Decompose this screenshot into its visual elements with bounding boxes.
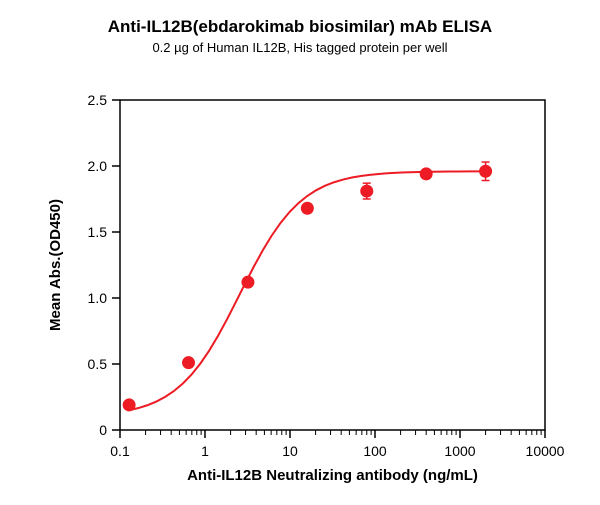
y-tick-label: 0 [99,422,107,438]
data-point [480,165,492,177]
y-tick-label: 0.5 [88,356,108,372]
chart-title: Anti-IL12B(ebdarokimab biosimilar) mAb E… [108,17,492,36]
y-tick-label: 1.5 [88,224,108,240]
y-tick-label: 2.5 [88,92,108,108]
data-point [242,276,254,288]
chart-container: Anti-IL12B(ebdarokimab biosimilar) mAb E… [0,0,600,505]
x-tick-label: 1 [201,443,209,459]
data-point [183,357,195,369]
x-tick-label: 100 [363,443,387,459]
data-point [420,168,432,180]
y-tick-label: 2.0 [88,158,108,174]
data-point [361,185,373,197]
elisa-chart: Anti-IL12B(ebdarokimab biosimilar) mAb E… [0,0,600,505]
x-axis-label: Anti-IL12B Neutralizing antibody (ng/mL) [187,467,478,484]
x-tick-label: 0.1 [110,443,130,459]
chart-subtitle: 0.2 µg of Human IL12B, His tagged protei… [152,40,447,55]
data-point [301,202,313,214]
x-tick-label: 10000 [526,443,565,459]
x-tick-label: 10 [282,443,298,459]
y-axis-label: Mean Abs.(OD450) [47,199,64,331]
y-tick-label: 1.0 [88,290,108,306]
data-point [123,399,135,411]
plot-border [120,100,545,430]
x-tick-label: 1000 [444,443,475,459]
